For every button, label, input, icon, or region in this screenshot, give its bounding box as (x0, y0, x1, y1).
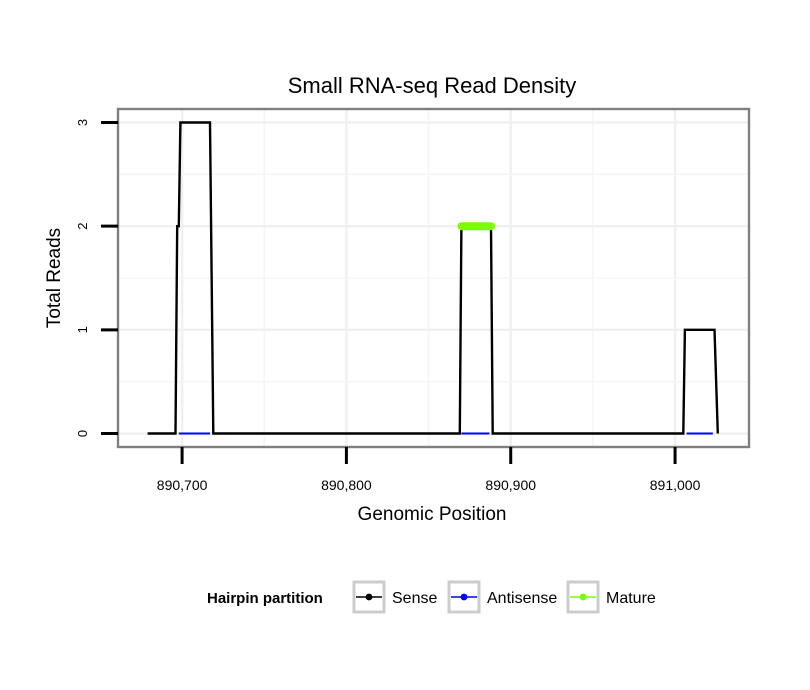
x-axis: 890,700 890,800 890,900 891,000 (157, 447, 701, 493)
legend-point-antisense (460, 593, 468, 601)
x-axis-title: Genomic Position (358, 504, 507, 525)
legend: Hairpin partition Sense Antisense Mature (207, 580, 656, 614)
y-axis-title: Total Reads (44, 228, 65, 328)
legend-item-sense: Sense (352, 580, 437, 614)
y-axis: 0 1 2 3 (75, 119, 118, 437)
x-tick-label: 890,900 (485, 477, 536, 493)
legend-point-sense (365, 593, 373, 601)
y-tick-label: 2 (75, 223, 90, 230)
chart-title: Small RNA-seq Read Density (288, 73, 577, 98)
legend-point-mature (579, 593, 587, 601)
legend-label-sense: Sense (392, 590, 437, 607)
y-tick-label: 3 (75, 119, 90, 126)
y-tick-label: 0 (75, 430, 90, 437)
x-tick-label: 890,700 (157, 477, 208, 493)
y-tick-label: 1 (75, 326, 90, 333)
legend-label-mature: Mature (606, 590, 656, 607)
plot-area (116, 107, 751, 449)
x-tick-label: 891,000 (650, 477, 701, 493)
data-series (147, 121, 719, 435)
legend-title: Hairpin partition (207, 590, 323, 607)
legend-item-antisense: Antisense (447, 580, 557, 614)
legend-label-antisense: Antisense (487, 590, 557, 607)
x-tick-label: 890,800 (321, 477, 372, 493)
legend-item-mature: Mature (566, 580, 656, 614)
plot-border (116, 107, 751, 449)
series-line-sense (147, 121, 719, 435)
